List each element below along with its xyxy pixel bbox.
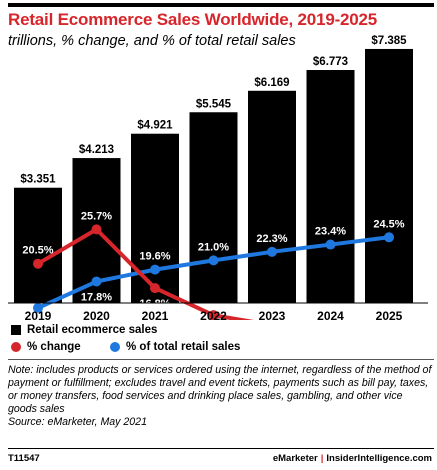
share-point-2020 [91, 276, 102, 287]
share-label-2025: 24.5% [373, 218, 404, 230]
share-label-2021: 19.6% [139, 251, 170, 263]
bar-2021 [131, 133, 179, 303]
bar-value-label-2022: $5.545 [196, 98, 232, 110]
legend-label-bars: Retail ecommerce sales [27, 324, 158, 336]
footer-divider [8, 448, 434, 449]
change-point-2021 [150, 283, 160, 294]
bar-value-label-2024: $6.773 [313, 56, 348, 68]
chart-id: T11547 [8, 453, 40, 464]
legend-swatch-change [11, 341, 21, 352]
bar-2025 [365, 48, 413, 304]
bar-2024 [306, 70, 355, 304]
share-point-2022 [208, 255, 219, 266]
note-block: Note: includes products or services orde… [8, 364, 434, 429]
x-tick-2024: 2024 [317, 309, 344, 320]
x-tick-2023: 2023 [259, 309, 286, 320]
chart-subtitle: trillions, % change, and % of total reta… [8, 33, 296, 49]
share-label-2022: 21.0% [198, 241, 229, 253]
note-divider [8, 359, 434, 360]
bar-group [14, 48, 413, 304]
brand-emarketer: eMarketer [272, 453, 318, 464]
bar-value-label-2021: $4.921 [137, 120, 173, 132]
share-point-2023 [267, 246, 277, 257]
x-tick-2019: 2019 [25, 309, 52, 320]
change-point-2019 [33, 258, 43, 269]
note-text: Note: includes products or services orde… [8, 364, 432, 415]
share-label-2024: 23.4% [315, 226, 346, 238]
legend-swatch-bars [11, 324, 21, 335]
share-point-2019 [33, 302, 43, 313]
share-label-2023: 22.3% [256, 233, 287, 245]
x-tick-label-group: 2019 2020 2021 2022 2023 2024 2025 [25, 309, 403, 320]
brand-insider: InsiderIntelligence.com [326, 453, 432, 464]
bar-value-label-2025: $7.385 [371, 35, 407, 47]
bar-label-group: $3.351 $4.213 $4.921 $5.545 $6.169 $6.773 $7.3… [20, 35, 407, 186]
chart-title: Retail Ecommerce Sales Worldwide, 2019-2… [8, 10, 378, 29]
change-point-2020 [91, 224, 102, 235]
bar-2023 [248, 90, 296, 303]
legend-item-change: % change [11, 341, 81, 353]
x-tick-2020: 2020 [83, 309, 110, 320]
point-label-group: 20.5%25.7%16.8%12.7%11.2%9.8%9.0%13.8%17… [22, 210, 404, 320]
change-point-2022 [208, 310, 219, 320]
brand-separator: | [320, 453, 324, 464]
bar-value-label-2020: $4.213 [79, 144, 114, 156]
share-label-2020: 17.8% [81, 292, 112, 304]
bar-2022 [189, 112, 238, 303]
legend-item-bars: Retail ecommerce sales [11, 324, 157, 336]
share-point-2021 [150, 264, 160, 275]
x-tick-2025: 2025 [376, 309, 403, 320]
x-tick-2022: 2022 [200, 309, 227, 320]
legend-label-share: % of total retail sales [126, 341, 241, 353]
legend-item-share: % of total retail sales [110, 341, 240, 353]
bar-2019 [14, 187, 62, 303]
top-rule [8, 3, 434, 7]
legend-label-change: % change [27, 341, 81, 353]
legend-swatch-share [110, 341, 120, 352]
share-label-2019: 13.8% [22, 318, 53, 320]
bar-value-label-2023: $6.169 [254, 77, 289, 89]
bar-value-label-2019: $3.351 [20, 174, 56, 186]
chart-area: $3.351 $4.213 $4.921 $5.545 $6.169 $6.773 $7.3… [8, 35, 428, 320]
line-group [33, 224, 394, 320]
footer-brand: eMarketer | InsiderIntelligence.com [273, 453, 432, 464]
change-label-2019: 20.5% [22, 245, 53, 257]
change-label-2020: 25.7% [81, 210, 112, 222]
share-point-2025 [384, 232, 394, 243]
x-tick-2021: 2021 [142, 309, 169, 320]
source-text: Source: eMarketer, May 2021 [8, 416, 147, 428]
share-point-2024 [325, 239, 336, 250]
change-label-2021: 16.8% [139, 298, 170, 310]
